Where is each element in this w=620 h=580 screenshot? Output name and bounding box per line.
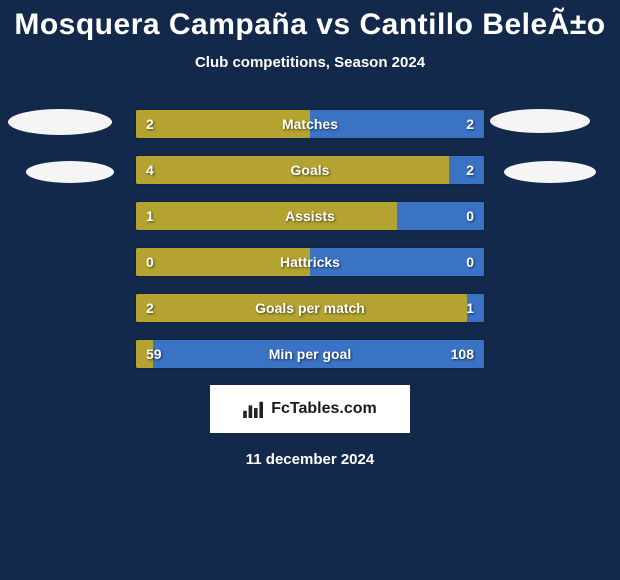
stat-row: 1 0 Assists — [135, 201, 485, 231]
value-right: 2 — [466, 162, 474, 178]
date-text: 11 december 2024 — [0, 451, 620, 468]
stat-row: 0 0 Hattricks — [135, 247, 485, 277]
value-left: 59 — [146, 346, 162, 362]
left-badge-1 — [8, 109, 112, 135]
bar-label: Hattricks — [280, 254, 340, 270]
chart-icon — [243, 400, 265, 418]
bar-label: Goals — [291, 162, 330, 178]
bar-container: 2 2 Matches 4 2 Goals 1 0 Assists 0 0 Hattricks 2 1 Go… — [135, 109, 485, 369]
stat-row: 2 2 Matches — [135, 109, 485, 139]
stat-row: 59 108 Min per goal — [135, 339, 485, 369]
right-badge-1 — [490, 109, 590, 133]
page-title: Mosquera Campaña vs Cantillo BeleÃ±o — [0, 0, 620, 42]
bar-label: Min per goal — [269, 346, 351, 362]
bar-label: Goals per match — [255, 300, 365, 316]
value-right: 0 — [466, 254, 474, 270]
bar-left — [136, 202, 397, 230]
logo-box: FcTables.com — [210, 385, 410, 433]
value-left: 2 — [146, 300, 154, 316]
value-right: 2 — [466, 116, 474, 132]
bar-label: Assists — [285, 208, 335, 224]
right-badge-2 — [504, 161, 596, 183]
value-right: 108 — [451, 346, 474, 362]
value-right: 1 — [466, 300, 474, 316]
value-left: 4 — [146, 162, 154, 178]
value-left: 2 — [146, 116, 154, 132]
stat-row: 4 2 Goals — [135, 155, 485, 185]
bar-label: Matches — [282, 116, 338, 132]
stat-row: 2 1 Goals per match — [135, 293, 485, 323]
left-badge-2 — [26, 161, 114, 183]
page-subtitle: Club competitions, Season 2024 — [0, 54, 620, 71]
value-left: 0 — [146, 254, 154, 270]
value-right: 0 — [466, 208, 474, 224]
comparison-chart: 2 2 Matches 4 2 Goals 1 0 Assists 0 0 Hattricks 2 1 Go… — [0, 109, 620, 369]
value-left: 1 — [146, 208, 154, 224]
logo-text: FcTables.com — [271, 400, 377, 418]
